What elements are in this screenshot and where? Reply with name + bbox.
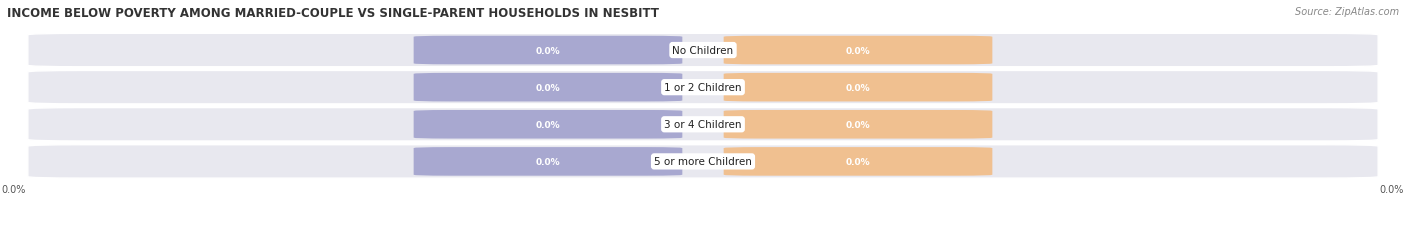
FancyBboxPatch shape bbox=[724, 36, 993, 65]
Text: 1 or 2 Children: 1 or 2 Children bbox=[664, 83, 742, 93]
FancyBboxPatch shape bbox=[724, 110, 993, 139]
FancyBboxPatch shape bbox=[28, 145, 1378, 178]
FancyBboxPatch shape bbox=[413, 110, 682, 139]
FancyBboxPatch shape bbox=[28, 34, 1378, 67]
Text: 0.0%: 0.0% bbox=[536, 83, 561, 92]
Text: 5 or more Children: 5 or more Children bbox=[654, 157, 752, 167]
Text: 0.0%: 0.0% bbox=[845, 83, 870, 92]
FancyBboxPatch shape bbox=[413, 73, 682, 102]
FancyBboxPatch shape bbox=[28, 71, 1378, 104]
Text: 3 or 4 Children: 3 or 4 Children bbox=[664, 120, 742, 130]
FancyBboxPatch shape bbox=[413, 147, 682, 176]
Text: 0.0%: 0.0% bbox=[845, 120, 870, 129]
FancyBboxPatch shape bbox=[724, 147, 993, 176]
Text: 0.0%: 0.0% bbox=[845, 46, 870, 55]
Text: 0.0%: 0.0% bbox=[536, 157, 561, 166]
Text: Source: ZipAtlas.com: Source: ZipAtlas.com bbox=[1295, 7, 1399, 17]
FancyBboxPatch shape bbox=[413, 36, 682, 65]
Text: 0.0%: 0.0% bbox=[845, 157, 870, 166]
FancyBboxPatch shape bbox=[724, 73, 993, 102]
FancyBboxPatch shape bbox=[28, 108, 1378, 141]
Text: INCOME BELOW POVERTY AMONG MARRIED-COUPLE VS SINGLE-PARENT HOUSEHOLDS IN NESBITT: INCOME BELOW POVERTY AMONG MARRIED-COUPL… bbox=[7, 7, 659, 20]
Text: 0.0%: 0.0% bbox=[536, 46, 561, 55]
Text: 0.0%: 0.0% bbox=[536, 120, 561, 129]
Text: No Children: No Children bbox=[672, 46, 734, 56]
